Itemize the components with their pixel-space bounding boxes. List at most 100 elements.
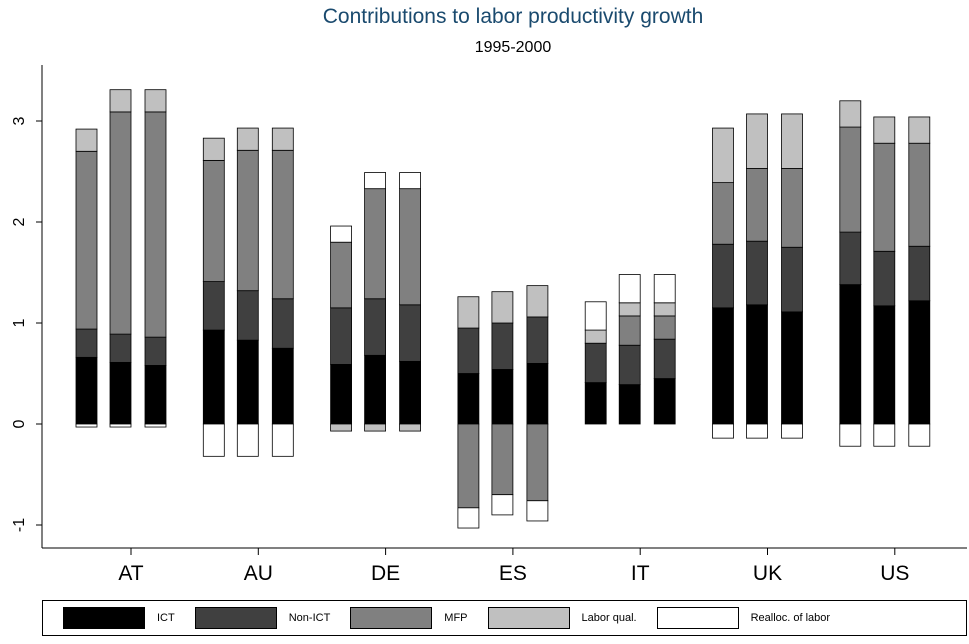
bar-segment-ict [109,361,132,425]
bar-segment-labor-qual [712,127,734,184]
bar-segment-realloc-of-labor [109,423,132,428]
bar-segment-ict [746,304,768,425]
bar-segment-non-ict [457,327,480,374]
legend-label: ICT [157,612,175,624]
bar-segment-mfp [236,149,259,292]
bar-segment-mfp [873,142,896,252]
bar-segment-realloc-of-labor [618,274,641,304]
bar-segment-labor-qual [618,302,641,317]
bar-segment-non-ict [364,298,387,356]
bar-segment-realloc-of-labor [330,225,353,243]
bar-segment-mfp [746,168,768,242]
bar-segment-labor-qual [236,127,259,151]
bar-segment-realloc-of-labor [873,423,896,447]
bar-segment-non-ict [653,338,676,379]
legend-label: Labor qual. [581,612,637,624]
bar-segment-non-ict [109,333,132,363]
bar-segment-mfp [109,111,132,335]
bar-segment-ict [271,347,294,425]
bar-segment-ict [526,362,549,425]
bar-segment-labor-qual [526,285,549,318]
legend-entry: MFP [330,601,468,635]
bar-segment-realloc-of-labor [584,301,607,331]
chart-title: Contributions to labor productivity grow… [323,5,704,28]
bar-segment-ict [618,384,641,425]
bar-segment-realloc-of-labor [399,172,422,190]
bar-segment-non-ict [526,316,549,364]
bar-segment-mfp [908,142,931,247]
bar-segment-realloc-of-labor [839,423,862,447]
bar-segment-ict [839,284,862,425]
bar-segment-non-ict [584,342,607,383]
bar-segment-ict [236,339,259,425]
x-tick-label: DE [371,562,400,585]
bar-segment-ict [584,382,607,425]
bar-segment-labor-qual [271,127,294,151]
y-tick-label: -1 [11,518,28,532]
bar-segment-labor-qual [908,116,931,144]
bar-segment-labor-qual [781,113,803,169]
bar-segment-ict [75,356,98,425]
bar-segment-realloc-of-labor [526,500,549,522]
bar-segment-realloc-of-labor [202,423,225,457]
legend-swatch [194,607,277,629]
bar-segment-labor-qual [839,100,862,128]
bar-segment-non-ict [144,336,167,366]
bar-segment-realloc-of-labor [236,423,259,457]
bar-segment-labor-qual [202,137,225,161]
legend-entry: ICT [43,601,175,635]
bar-segment-mfp [839,126,862,233]
bar-segment-realloc-of-labor [653,274,676,304]
bar-segment-mfp [618,315,641,346]
bar-segment-non-ict [75,328,98,358]
y-axis-ticks: -1 0 1 2 3 [11,116,42,532]
legend-swatch [63,607,145,629]
legend-swatch [350,607,433,629]
bar-segment-ict [712,307,734,425]
bar-segment-labor-qual [399,423,422,432]
bar-segment-mfp [491,423,514,496]
bar-segment-mfp [781,168,803,248]
chart-svg: Contributions to labor productivity grow… [11,5,967,585]
bar-segment-labor-qual [330,423,353,432]
bar-segment-mfp [712,182,734,245]
bar-segment-labor-qual [491,291,514,324]
x-tick-label: IT [631,562,650,585]
x-tick-label: ES [499,562,527,585]
bar-segment-labor-qual [746,113,768,169]
bar-segment-labor-qual [873,116,896,144]
bar-segment-labor-qual [584,329,607,344]
bar-segment-ict [873,305,896,425]
bar-segment-ict [781,311,803,425]
bar-segment-non-ict [712,243,734,309]
bar-segment-mfp [653,315,676,340]
bars [75,89,931,529]
bar-segment-realloc-of-labor [491,494,514,516]
bar-segment-non-ict [236,290,259,341]
bar-segment-labor-qual [457,296,480,329]
bar-segment-labor-qual [364,423,387,432]
y-tick-label: 0 [11,419,28,428]
bar-segment-labor-qual [75,128,98,152]
bar-segment-ict [202,329,225,425]
x-axis-labels: AT AU DE ES IT UK US [118,548,909,585]
bar-segment-realloc-of-labor [271,423,294,457]
bar-segment-ict [144,365,167,425]
bar-segment-ict [364,354,387,425]
legend-label: Realloc. of labor [750,612,831,624]
y-tick-label: 3 [11,116,28,125]
bar-segment-ict [399,360,422,425]
bar-segment-ict [330,364,353,425]
bar-segment-mfp [364,188,387,300]
legend-label: MFP [444,612,468,624]
bar-segment-realloc-of-labor [144,423,167,428]
bar-segment-non-ict [746,240,768,306]
bar-segment-labor-qual [653,302,676,317]
x-tick-label: US [880,562,909,585]
bar-segment-mfp [75,150,98,330]
bar-segment-labor-qual [109,89,132,113]
bar-segment-realloc-of-labor [781,423,803,439]
y-tick-label: 2 [11,217,28,226]
bar-segment-mfp [271,149,294,300]
